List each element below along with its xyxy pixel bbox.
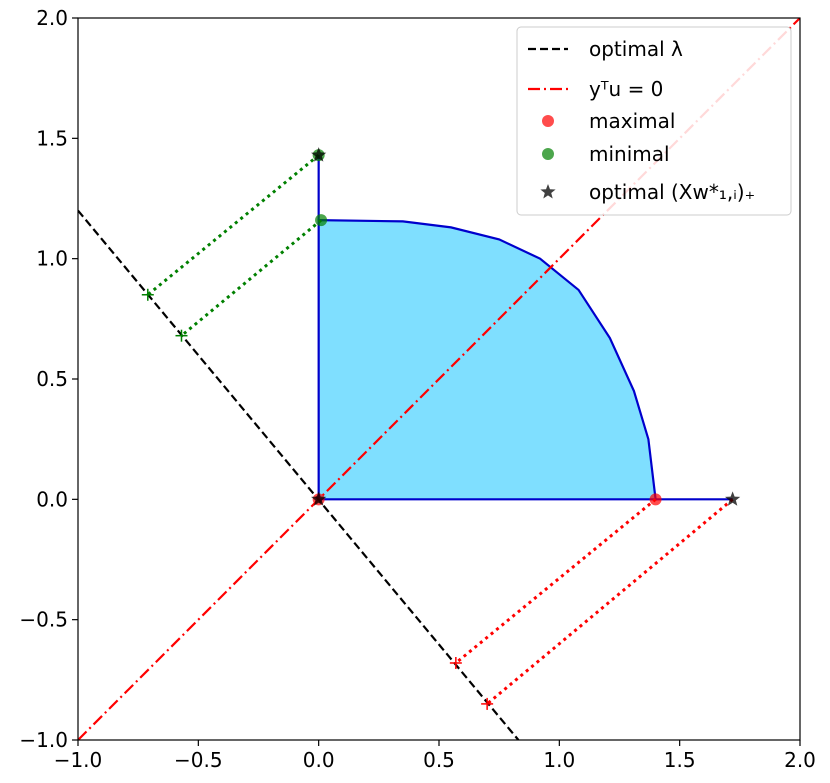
optimal-point-0 — [725, 491, 741, 506]
red-projection-0 — [454, 498, 657, 665]
y-tick-label: 1.5 — [36, 126, 68, 150]
red-plus-marker-1 — [481, 697, 494, 710]
minimal-point-0 — [315, 214, 328, 227]
green-plus-marker-1 — [175, 329, 188, 342]
green-projection-1 — [180, 219, 323, 337]
legend-handle-optimal — [540, 184, 556, 199]
x-tick-label: 1.5 — [664, 748, 696, 772]
y-tick-label: 0.5 — [36, 367, 68, 391]
y-tick-label: 1.0 — [36, 247, 68, 271]
legend-label: yᵀu = 0 — [589, 77, 663, 101]
optimal-lambda-line — [78, 209, 520, 740]
green-plus-marker-0 — [141, 288, 154, 301]
legend-label: optimal (Xw*₁,ᵢ)₊ — [589, 180, 755, 204]
optimal-point-1 — [311, 147, 327, 162]
maximal-point-0 — [649, 493, 662, 506]
axes: −1.0−1.0 −0.5 −0.5 0.0 0.0 0.5 0.5 1.0 1.0 1.5 1.5… — [19, 6, 815, 772]
y-tick-label: −0.5 — [19, 608, 68, 632]
legend-box — [516, 26, 792, 216]
legend-handle-maximal — [542, 115, 554, 127]
x-tick-label: 0.5 — [423, 748, 455, 772]
x-tick-label: 2.0 — [784, 748, 816, 772]
legend: optimal λ yᵀu = 0 maximal minimal optimal (X… — [516, 26, 792, 216]
feasible-region — [317, 219, 657, 501]
x-tick-label: −0.5 — [174, 748, 223, 772]
plot-area — [78, 18, 800, 740]
legend-label: optimal λ — [589, 37, 683, 61]
ytu-zero-line — [78, 18, 800, 740]
y-tick-label: −1.0 — [19, 728, 68, 752]
legend-label: maximal — [589, 109, 675, 133]
legend-label: minimal — [589, 142, 670, 166]
red-projection-1 — [486, 498, 734, 706]
optimal-point-2 — [311, 491, 327, 506]
y-tick-label: 0.0 — [36, 487, 68, 511]
legend-handle-minimal — [542, 148, 554, 160]
y-tick-label: 2.0 — [36, 6, 68, 30]
red-plus-marker-0 — [449, 656, 462, 669]
green-projection-0 — [146, 154, 320, 296]
x-tick-label: −1.0 — [54, 748, 103, 772]
x-tick-label: 0.0 — [303, 748, 335, 772]
x-tick-label: 1.0 — [543, 748, 575, 772]
